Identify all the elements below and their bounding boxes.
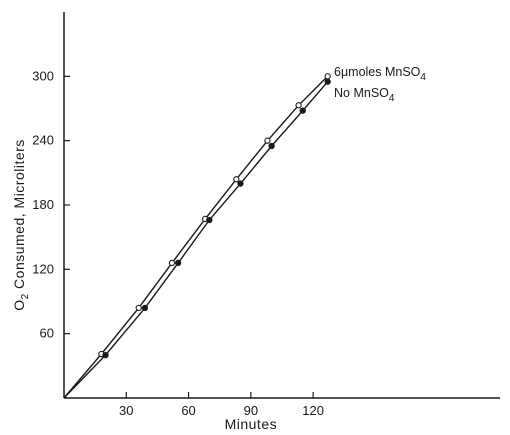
series-label: No MnSO4 (334, 86, 395, 104)
series-label-part: moles MnSO (348, 65, 421, 79)
data-point-filled (141, 304, 149, 312)
data-point-filled (102, 351, 109, 359)
x-ticks: 30 60 90 120 (119, 392, 324, 418)
data-point-open (264, 137, 271, 144)
series-label-part: μ (341, 65, 348, 79)
y-axis-title: O2 Consumed, Microliters (11, 139, 31, 311)
data-point-open (233, 176, 240, 183)
series-layer (63, 73, 331, 399)
data-point-filled (268, 142, 275, 150)
y-tick-label: 240 (32, 133, 54, 148)
x-tick-label: 120 (302, 403, 324, 418)
y-axis-title-subscript: 2 (20, 293, 31, 299)
x-tick-label: 60 (181, 403, 195, 418)
series-label-part: 4 (389, 93, 395, 104)
y-axis-title-part: O (11, 299, 27, 310)
series-1 (63, 73, 331, 399)
series-line (63, 75, 329, 399)
series-2 (63, 78, 331, 399)
series-label: 6μmoles MnSO4 (334, 65, 426, 83)
series-label-part: No MnSO (334, 86, 389, 100)
data-point-filled (237, 180, 244, 187)
y-tick-label: 300 (32, 68, 54, 83)
data-point-open (324, 73, 331, 80)
data-point-filled (299, 107, 306, 114)
y-tick-label: 120 (32, 261, 54, 276)
series-label-part: 6 (334, 65, 341, 79)
data-point-open (135, 304, 142, 312)
data-point-open (168, 259, 176, 267)
data-point-filled (175, 259, 182, 267)
y-axis-title-part: Consumed, Microliters (11, 139, 27, 293)
x-tick-label: 90 (244, 403, 258, 418)
y-ticks: 60 120 180 240 300 (32, 68, 70, 341)
x-tick-label: 30 (119, 403, 133, 418)
data-point-open (295, 102, 302, 109)
y-tick-label: 180 (32, 197, 54, 212)
series-label-part: 4 (420, 72, 426, 83)
x-axis: 30 60 90 120 (64, 392, 500, 418)
data-point-filled (324, 78, 331, 85)
data-point-filled (206, 216, 213, 224)
x-axis-title: Minutes (225, 416, 278, 432)
y-tick-label: 60 (40, 326, 54, 341)
y-axis: 60 120 180 240 300 (32, 12, 70, 398)
